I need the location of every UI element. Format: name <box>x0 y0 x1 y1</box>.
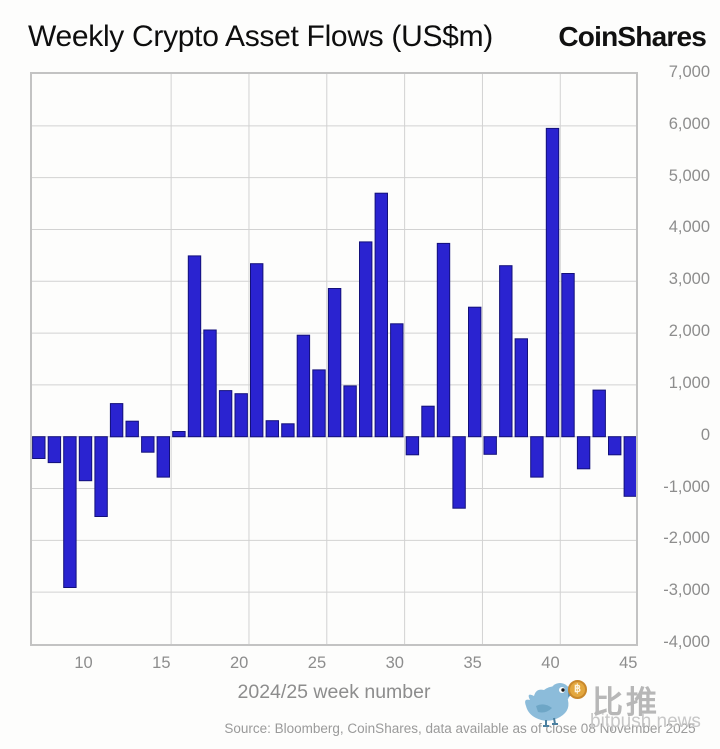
bar-week-11 <box>94 436 108 518</box>
bar-week-12 <box>109 403 124 438</box>
x-tick-label-45: 45 <box>619 654 638 672</box>
bar-week-30 <box>390 323 404 438</box>
bar-week-13 <box>125 420 139 438</box>
bar-week-34 <box>452 436 466 509</box>
watermark-cn-text: 比推 <box>592 685 660 721</box>
x-tick-label-10: 10 <box>74 654 93 672</box>
coinshares-logo: CoinShares <box>558 21 706 52</box>
bar-week-33 <box>436 242 451 438</box>
x-tick-label-30: 30 <box>385 654 404 672</box>
y-tick-label-4000: 4,000 <box>668 218 710 237</box>
bar-week-31 <box>405 436 420 456</box>
bar-week-42 <box>576 436 591 470</box>
bar-week-10 <box>78 436 93 482</box>
y-tick-label--1000: -1,000 <box>663 477 710 496</box>
source-note: Source: Bloomberg, CoinShares, data avai… <box>224 721 696 736</box>
x-tick-label-35: 35 <box>463 654 482 672</box>
page-title: Weekly Crypto Asset Flows (US$m) <box>28 20 493 53</box>
bar-week-14 <box>141 436 155 453</box>
y-tick-label-3000: 3,000 <box>668 270 710 289</box>
bar-week-20 <box>234 393 248 438</box>
bar-week-16 <box>172 431 186 438</box>
bar-week-27 <box>343 385 357 438</box>
bar-week-22 <box>265 420 280 438</box>
x-tick-label-20: 20 <box>229 654 249 672</box>
bar-week-17 <box>187 255 202 438</box>
bar-week-18 <box>203 329 217 438</box>
bar-week-35 <box>468 306 482 438</box>
bar-week-40 <box>545 127 560 438</box>
bar-week-15 <box>156 436 170 478</box>
bar-week-9 <box>63 436 77 589</box>
x-axis-title: 2024/25 week number <box>237 681 431 703</box>
bar-week-45 <box>623 436 636 497</box>
x-tick-label-25: 25 <box>307 654 327 672</box>
bar-week-25 <box>312 369 326 438</box>
bar-week-29 <box>374 192 389 438</box>
bar-week-32 <box>421 405 435 438</box>
x-tick-label-15: 15 <box>152 654 171 672</box>
bar-week-44 <box>608 436 622 456</box>
bar-week-24 <box>296 334 311 438</box>
bitcoin-coin-icon: ฿ <box>568 680 587 699</box>
bar-week-21 <box>250 263 264 438</box>
bar-week-38 <box>514 338 529 438</box>
bar-week-39 <box>530 436 544 478</box>
bar-week-41 <box>561 273 575 438</box>
bar-week-26 <box>327 288 342 438</box>
y-tick-label-7000: 7,000 <box>668 63 710 81</box>
y-tick-label--4000: -4,000 <box>663 633 710 651</box>
y-tick-label-1000: 1,000 <box>668 373 710 392</box>
bar-week-28 <box>359 241 373 438</box>
bar-week-23 <box>281 423 295 438</box>
bar-week-37 <box>499 265 513 438</box>
y-tick-label--2000: -2,000 <box>663 529 710 548</box>
bar-week-36 <box>483 436 497 455</box>
y-tick-label--3000: -3,000 <box>663 581 710 600</box>
chart-plot-svg <box>32 74 636 644</box>
bar-week-43 <box>592 389 606 438</box>
y-tick-label-2000: 2,000 <box>668 322 710 341</box>
bar-week-7 <box>32 436 46 460</box>
chart-plot <box>30 72 638 646</box>
bar-week-8 <box>47 436 62 464</box>
watermark-site-text: bitpush.news <box>590 711 701 732</box>
x-tick-label-40: 40 <box>541 654 560 672</box>
y-tick-label-5000: 5,000 <box>668 166 710 185</box>
y-tick-label-6000: 6,000 <box>668 114 710 133</box>
bar-week-19 <box>218 390 233 438</box>
bird-with-bitcoin-icon <box>525 683 579 727</box>
y-tick-label-0: 0 <box>700 425 710 444</box>
